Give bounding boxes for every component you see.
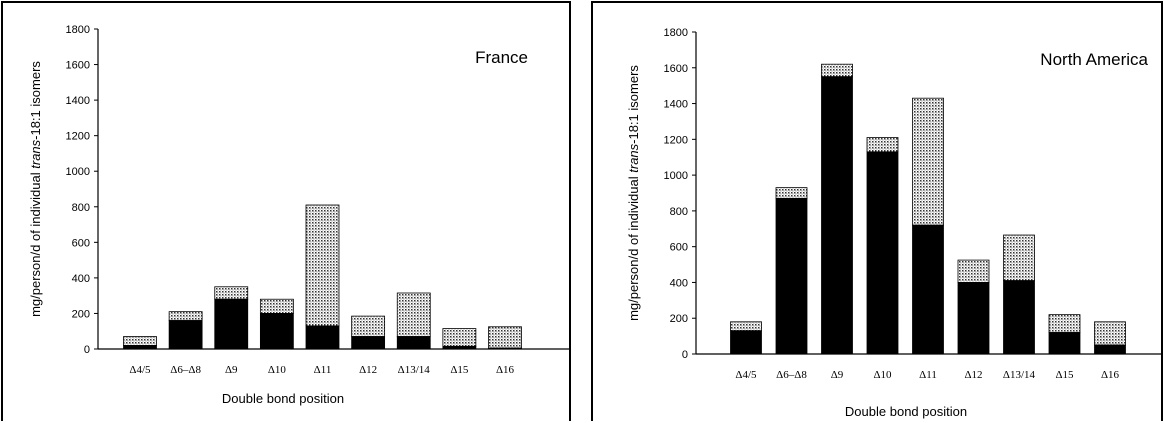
bar-solid-segment: [913, 225, 944, 354]
bar-dotted-segment: [822, 64, 853, 77]
bar-dotted-segment: [958, 260, 989, 282]
bar-solid-segment: [169, 321, 202, 349]
bar-solid-segment: [306, 326, 339, 349]
bar-dotted-segment: [913, 98, 944, 225]
x-category-label: Δ11: [314, 364, 332, 376]
bar-dotted-segment: [776, 188, 807, 199]
x-category-label: Δ16: [496, 364, 515, 376]
x-category-label: Δ15: [1055, 369, 1074, 381]
bar-solid-segment: [443, 346, 476, 349]
bar-solid-segment: [352, 337, 385, 349]
bar-solid-segment: [1049, 333, 1080, 354]
y-tick-label: 400: [670, 277, 688, 289]
bar-dotted-segment: [1095, 322, 1126, 345]
y-tick-label: 1200: [664, 134, 688, 146]
y-tick-label: 800: [72, 202, 90, 214]
y-tick-label: 1000: [664, 170, 688, 182]
bar-dotted-segment: [397, 293, 430, 337]
bar-solid-segment: [822, 77, 853, 354]
x-category-label: Δ4/5: [735, 369, 757, 381]
bar-dotted-segment: [867, 138, 898, 152]
chart-france: 0 200 400 600 800 1000 1200 1400 1600 1800 Δ4/5 Δ6–…: [3, 3, 573, 423]
y-tick-label: 400: [72, 273, 90, 285]
y-tick-label: 1600: [66, 60, 90, 72]
x-category-label: Δ10: [268, 364, 287, 376]
y-tick-label: 0: [682, 349, 688, 361]
bar-dotted-segment: [443, 329, 476, 347]
bar-dotted-segment: [1049, 315, 1080, 333]
x-category-label: Δ15: [450, 364, 469, 376]
x-category-label: Δ9: [831, 369, 844, 381]
y-tick-label: 0: [84, 344, 90, 356]
x-category-label: Δ6–Δ8: [776, 369, 807, 381]
chart-title: France: [475, 48, 528, 67]
y-tick-label: 1600: [664, 63, 688, 75]
y-axis-title: mg/person/d of individual trans-18:1 iso…: [626, 65, 641, 321]
x-category-label: Δ13/14: [1003, 369, 1036, 381]
chart-panel-north-america: 0 200 400 600 800 1000 1200 1400 1600 1800 Δ4/5 Δ6–…: [591, 1, 1163, 421]
x-category-label: Δ12: [964, 369, 982, 381]
bar-dotted-segment: [731, 322, 762, 331]
bar-dotted-segment: [352, 316, 385, 336]
x-category-label: Δ6–Δ8: [170, 364, 201, 376]
chart-title: North America: [1040, 50, 1148, 69]
bar-solid-segment: [776, 198, 807, 354]
x-category-label: Δ4/5: [129, 364, 151, 376]
bar-solid-segment: [958, 282, 989, 354]
bar-solid-segment: [215, 299, 248, 349]
y-tick-label: 200: [670, 313, 688, 325]
bar-solid-segment: [397, 337, 430, 349]
y-tick-label: 1000: [66, 166, 90, 178]
y-tick-label: 800: [670, 206, 688, 218]
bar-dotted-segment: [260, 299, 293, 313]
bar-dotted-segment: [489, 327, 522, 348]
x-axis-title: Double bond position: [222, 391, 344, 406]
bar-dotted-segment: [215, 287, 248, 299]
bar-dotted-segment: [306, 205, 339, 326]
y-tick-label: 600: [670, 242, 688, 254]
y-axis-title: mg/person/d of individual trans-18:1 iso…: [28, 61, 43, 317]
y-tick-label: 1200: [66, 131, 90, 143]
x-axis-title: Double bond position: [845, 404, 967, 419]
y-tick-label: 1400: [664, 99, 688, 111]
x-category-label: Δ11: [919, 369, 937, 381]
bar-solid-segment: [1095, 345, 1126, 354]
bar-dotted-segment: [1004, 235, 1035, 281]
bar-solid-segment: [867, 152, 898, 354]
x-category-label: Δ16: [1101, 369, 1120, 381]
x-category-label: Δ9: [225, 364, 238, 376]
y-tick-label: 200: [72, 308, 90, 320]
bar-solid-segment: [489, 348, 522, 349]
bar-solid-segment: [260, 313, 293, 349]
y-tick-label: 600: [72, 237, 90, 249]
chart-north-america: 0 200 400 600 800 1000 1200 1400 1600 1800 Δ4/5 Δ6–…: [593, 3, 1164, 423]
bar-solid-segment: [124, 345, 157, 349]
bar-dotted-segment: [124, 337, 157, 346]
x-category-label: Δ12: [359, 364, 377, 376]
x-category-label: Δ13/14: [398, 364, 431, 376]
x-category-label: Δ10: [873, 369, 892, 381]
y-tick-label: 1800: [664, 27, 688, 39]
bar-solid-segment: [1004, 281, 1035, 354]
y-tick-label: 1400: [66, 95, 90, 107]
bar-dotted-segment: [169, 312, 202, 321]
chart-panel-france: 0 200 400 600 800 1000 1200 1400 1600 1800 Δ4/5 Δ6–…: [1, 1, 571, 421]
y-tick-label: 1800: [66, 24, 90, 36]
bar-solid-segment: [731, 331, 762, 354]
